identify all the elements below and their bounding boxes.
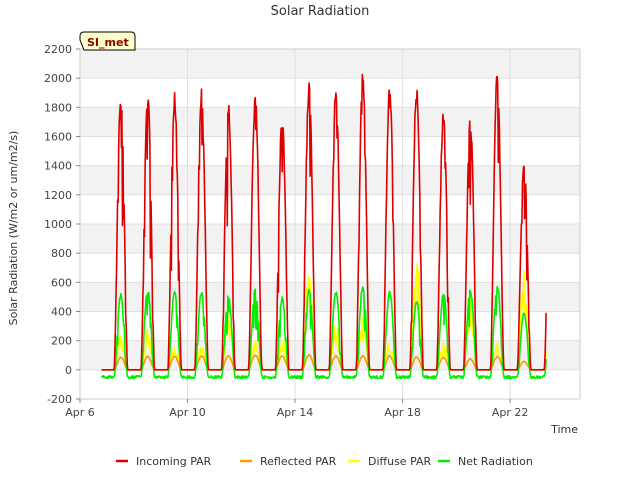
- plot-band: [80, 107, 580, 137]
- x-tick-label: Apr 14: [277, 406, 314, 419]
- x-tick-label: Apr 10: [169, 406, 206, 419]
- plot-band: [80, 253, 580, 283]
- y-axis-label: Solar Radiation (W/m2 or um/m2/s): [7, 131, 20, 326]
- y-tick-label: 1200: [44, 189, 72, 202]
- plot-band: [80, 224, 580, 254]
- chart-title: Solar Radiation: [271, 4, 370, 19]
- station-badge-text: SI_met: [87, 36, 129, 49]
- legend: Incoming PAR Reflected PAR Diffuse PAR Net …: [116, 455, 533, 468]
- y-tick-label: 200: [51, 335, 72, 348]
- plot-band: [80, 194, 580, 224]
- legend-label: Diffuse PAR: [368, 455, 432, 468]
- plot-bands: [80, 49, 580, 399]
- y-tick-label: -200: [47, 393, 72, 406]
- plot-band: [80, 165, 580, 195]
- x-axis-label: Time: [550, 423, 578, 436]
- y-tick-label: 0: [65, 364, 72, 377]
- y-tick-label: 2000: [44, 72, 72, 85]
- y-tick-label: 1000: [44, 218, 72, 231]
- y-axis-ticks: -200 0 200 400 600 800 1000 1200 1400 1600 1800 200…: [44, 43, 80, 406]
- series-line-net-radiation: [100, 285, 547, 380]
- legend-label: Incoming PAR: [136, 455, 212, 468]
- station-badge: SI_met: [79, 31, 136, 51]
- y-tick-label: 400: [51, 306, 72, 319]
- legend-label: Reflected PAR: [260, 455, 337, 468]
- y-tick-label: 2200: [44, 43, 72, 56]
- legend-label: Net Radiation: [458, 455, 533, 468]
- x-axis-ticks: Apr 6 Apr 10 Apr 14 Apr 18 Apr 22: [65, 399, 528, 419]
- x-tick-label: Apr 22: [492, 406, 529, 419]
- plot-band: [80, 49, 580, 79]
- plot-band: [80, 136, 580, 166]
- y-tick-label: 1400: [44, 160, 72, 173]
- y-tick-label: 1600: [44, 131, 72, 144]
- series-layer: [100, 73, 547, 380]
- gridlines: [79, 48, 580, 400]
- plot-band: [80, 78, 580, 108]
- station-badge-shape: [79, 31, 136, 51]
- x-tick-label: Apr 18: [384, 406, 421, 419]
- series-line-incoming-par: [101, 73, 547, 371]
- y-tick-label: 800: [51, 247, 72, 260]
- y-tick-label: 600: [51, 276, 72, 289]
- x-tick-label: Apr 6: [65, 406, 95, 419]
- y-tick-label: 1800: [44, 101, 72, 114]
